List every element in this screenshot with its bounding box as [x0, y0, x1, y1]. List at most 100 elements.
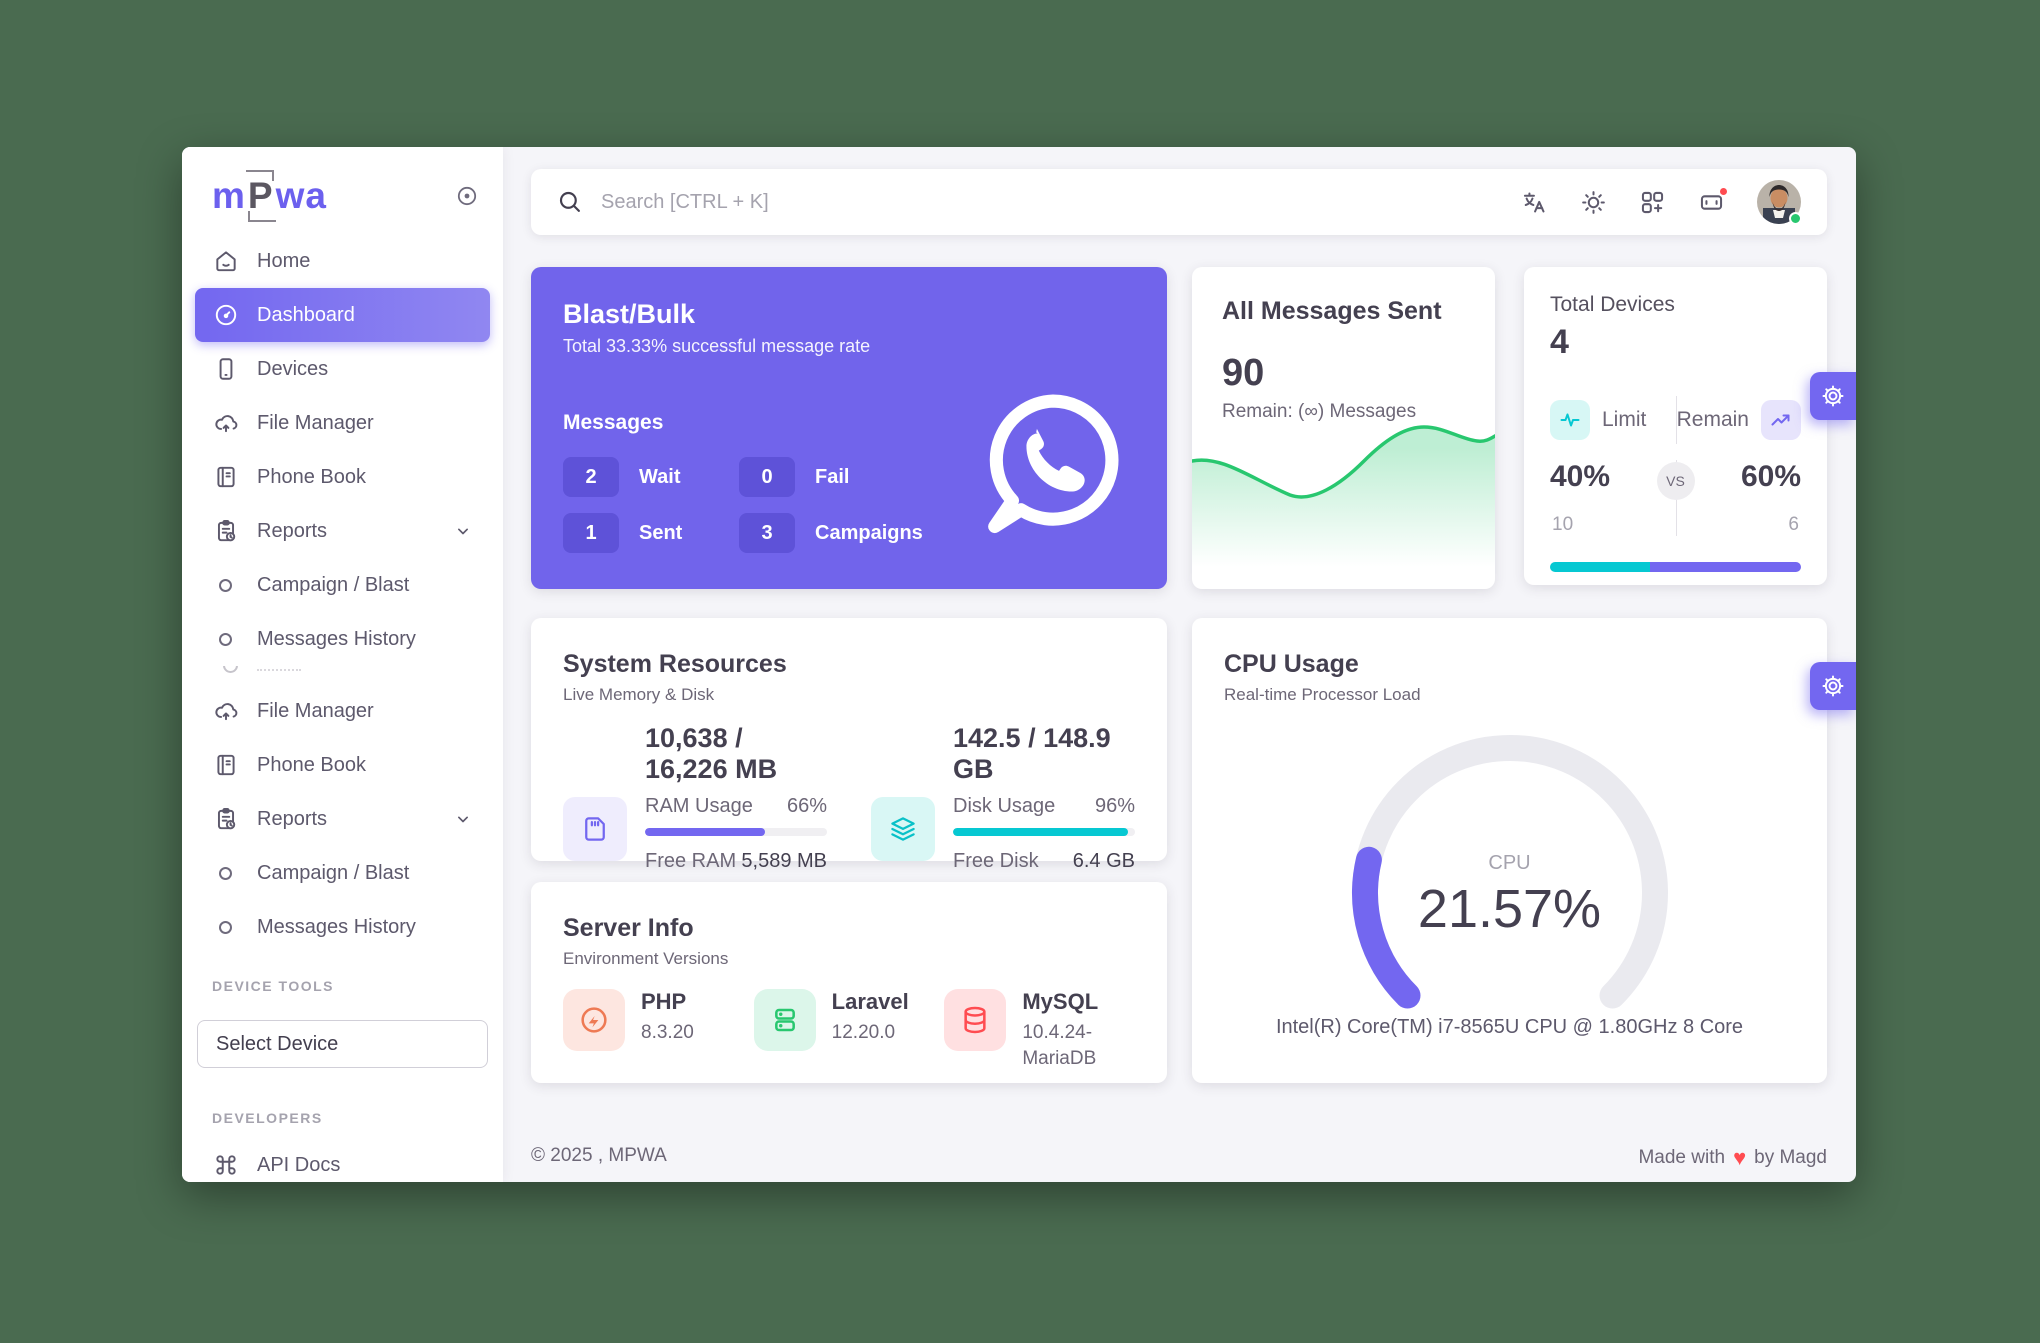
- stat-campaigns: 3 Campaigns: [739, 513, 1135, 553]
- remain-label: Remain: [1676, 408, 1749, 431]
- translate-icon: [1523, 191, 1545, 213]
- sidebar-pin-toggle[interactable]: [455, 184, 479, 208]
- by-author-text: by Magd: [1754, 1147, 1827, 1168]
- sidebar-item-label: File Manager: [257, 411, 374, 434]
- widget-settings-button-top[interactable]: [1810, 372, 1856, 420]
- language-button[interactable]: [1521, 189, 1548, 216]
- limit-icon-chip: [1550, 400, 1590, 440]
- mysql-icon-chip: [944, 989, 1007, 1051]
- sidebar-item-api-docs[interactable]: API Docs: [195, 1138, 490, 1182]
- sidebar-item-file-manager[interactable]: File Manager: [195, 396, 490, 450]
- ram-progress-fill: [645, 828, 766, 836]
- limit-label: Limit: [1602, 408, 1647, 431]
- remain-percent: 60%: [1740, 460, 1801, 493]
- sidebar-item-label: Reports: [257, 807, 328, 830]
- system-resources-card: System Resources Live Memory & Disk 10,6…: [531, 618, 1167, 872]
- ram-progress-track: [645, 828, 827, 836]
- select-device-label: Select Device: [216, 1032, 339, 1055]
- device-tools-header: DEVICE TOOLS: [212, 978, 334, 994]
- logo-letter-wa: wa: [275, 175, 327, 216]
- vs-badge: VS: [1656, 462, 1695, 500]
- bullet-circle-icon: [212, 572, 239, 599]
- sidebar-item-messages-history[interactable]: Messages History: [195, 612, 490, 666]
- sidebar-item-file-manager-2[interactable]: File Manager: [195, 684, 490, 738]
- sidebar-item-reports-2[interactable]: Reports: [195, 792, 490, 846]
- notification-dot: [1718, 185, 1729, 197]
- stat-wait-label: Wait: [639, 465, 681, 488]
- sidebar-item-phone-book[interactable]: Phone Book: [195, 450, 490, 504]
- sidebar-item-label: Phone Book: [257, 753, 366, 776]
- sidebar-item-campaign-blast[interactable]: Campaign / Blast: [195, 558, 490, 612]
- php-icon: [581, 1007, 607, 1033]
- ram-icon-chip: [563, 797, 627, 861]
- cpu-gauge-chart: [1352, 735, 1668, 1009]
- cpu-model-text: Intel(R) Core(TM) i7-8565U CPU @ 1.80GHz…: [1275, 1016, 1744, 1038]
- logo-letter-m: m: [212, 175, 246, 216]
- theme-toggle-button[interactable]: [1580, 189, 1607, 216]
- gear-icon: [1822, 385, 1844, 407]
- copyright-text: © 2025 , MPWA: [531, 1145, 667, 1166]
- disk-progress-fill: [953, 828, 1128, 836]
- shortcuts-button[interactable]: [1639, 189, 1666, 216]
- php-name: PHP: [641, 989, 687, 1014]
- sidebar-item-devices[interactable]: Devices: [195, 342, 490, 396]
- php-icon-chip: [563, 989, 625, 1051]
- bullet-circle-icon: [212, 914, 239, 941]
- card-title: Blast/Bulk: [563, 299, 696, 329]
- sidebar-item-label: Home: [257, 249, 311, 272]
- card-subtitle: Real-time Processor Load: [1224, 685, 1421, 704]
- sidebar-item-phone-book-2[interactable]: Phone Book: [195, 738, 490, 792]
- notifications-button[interactable]: [1698, 185, 1729, 216]
- user-avatar[interactable]: [1757, 180, 1802, 225]
- stat-fail: 0 Fail: [739, 457, 1135, 497]
- stat-fail-label: Fail: [815, 465, 850, 488]
- cpu-gauge-value: 21.57%: [1417, 879, 1602, 939]
- sidebar-item-dashboard[interactable]: Dashboard: [195, 288, 490, 342]
- logo-letter-p: P: [245, 170, 276, 222]
- mysql-name: MySQL: [1022, 989, 1099, 1014]
- server-info-card: Server Info Environment Versions PHP 8.3…: [531, 882, 1167, 1083]
- memory-card-icon: [585, 817, 605, 841]
- search-input[interactable]: [601, 190, 1521, 214]
- developers-header: DEVELOPERS: [212, 1110, 323, 1126]
- command-icon: [212, 1152, 239, 1179]
- sidebar-item-label: Campaign / Blast: [257, 861, 410, 884]
- card-subtitle: Live Memory & Disk: [563, 685, 715, 704]
- circle-dot-icon: [457, 186, 477, 206]
- widget-settings-button-bottom[interactable]: [1810, 662, 1856, 710]
- clipboard-clock-icon: [212, 518, 239, 545]
- sidebar-item-label: Reports: [257, 519, 328, 542]
- select-device-dropdown[interactable]: Select Device: [197, 1020, 488, 1068]
- sidebar-item-messages-history-2[interactable]: Messages History: [195, 900, 490, 954]
- grid-add-icon: [1641, 191, 1664, 213]
- env-laravel: Laravel 12.20.0: [753, 989, 945, 1071]
- ticket-icon: [1700, 194, 1723, 210]
- card-title: Server Info: [563, 914, 694, 942]
- footer: © 2025 , MPWA Made with ♥ by Magd: [531, 1145, 1827, 1171]
- stat-fail-value: 0: [739, 457, 795, 497]
- ram-value: 10,638 / 16,226 MB: [645, 723, 778, 784]
- remain-bar-segment: [1650, 562, 1801, 572]
- bullet-circle-icon: [212, 626, 239, 653]
- laravel-version: 12.20.0: [831, 1022, 896, 1043]
- gear-icon: [1822, 675, 1844, 697]
- book-icon: [212, 464, 239, 491]
- total-devices-card: Total Devices 4 Limit Remain 40% VS 60% …: [1524, 267, 1827, 585]
- heart-icon: ♥: [1733, 1145, 1747, 1170]
- stat-campaigns-value: 3: [739, 513, 795, 553]
- sidebar-item-home[interactable]: Home: [195, 234, 490, 288]
- sidebar-item-label: Messages History: [257, 627, 416, 650]
- sidebar-item-reports[interactable]: Reports: [195, 504, 490, 558]
- disk-progress-track: [953, 828, 1135, 836]
- cpu-gauge-label: CPU: [1488, 852, 1531, 874]
- cloud-upload-icon: [212, 698, 239, 725]
- limit-percent: 40%: [1550, 460, 1611, 493]
- sidebar-item-label: Messages History: [257, 915, 416, 938]
- stat-campaigns-label: Campaigns: [815, 521, 923, 544]
- stat-wait: 2 Wait: [563, 457, 739, 497]
- search-icon: [559, 191, 580, 212]
- sidebar-item-label: Dashboard: [257, 303, 355, 326]
- sidebar-item-campaign-blast-2[interactable]: Campaign / Blast: [195, 846, 490, 900]
